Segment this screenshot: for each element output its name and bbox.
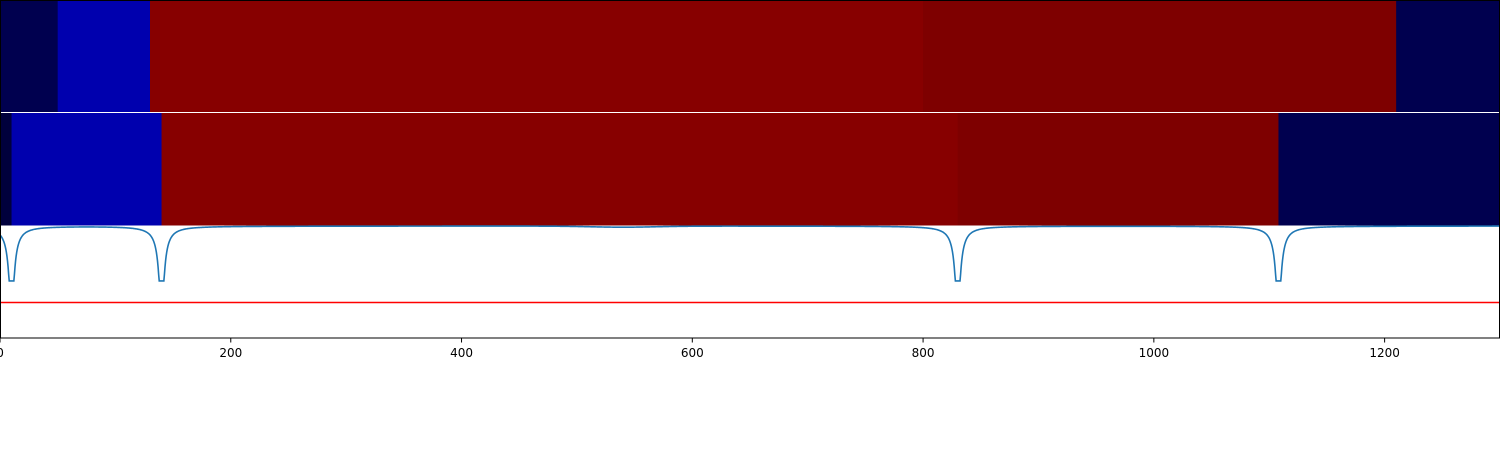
x-tick-label: 800: [912, 346, 935, 360]
heatmap-segment: [0, 0, 59, 113]
x-axis: 0 200 400 600 800 1000 1200: [0, 338, 1400, 360]
x-tick-label: 600: [681, 346, 704, 360]
heatmap-strip-top: [0, 0, 1500, 113]
signal-panel: [0, 225, 1500, 304]
heatmap-segment: [1396, 0, 1500, 113]
x-tick-label: 200: [219, 346, 242, 360]
heatmap-segment: [0, 112, 13, 226]
signal-line: [0, 225, 1500, 282]
heatmap-segment: [957, 112, 1280, 226]
x-tick-label: 0: [0, 346, 4, 360]
x-tick-label: 1000: [1139, 346, 1170, 360]
heatmap-segment: [1278, 112, 1500, 226]
heatmap-segment: [57, 0, 151, 113]
x-tick-label: 400: [450, 346, 473, 360]
x-tick-label: 1200: [1369, 346, 1400, 360]
heatmap-segment: [923, 0, 1397, 113]
heatmap-strip-middle: [0, 112, 1500, 226]
heatmap-segment: [161, 112, 959, 226]
heatmap-segment: [150, 0, 924, 113]
heatmap-segment: [11, 112, 163, 226]
